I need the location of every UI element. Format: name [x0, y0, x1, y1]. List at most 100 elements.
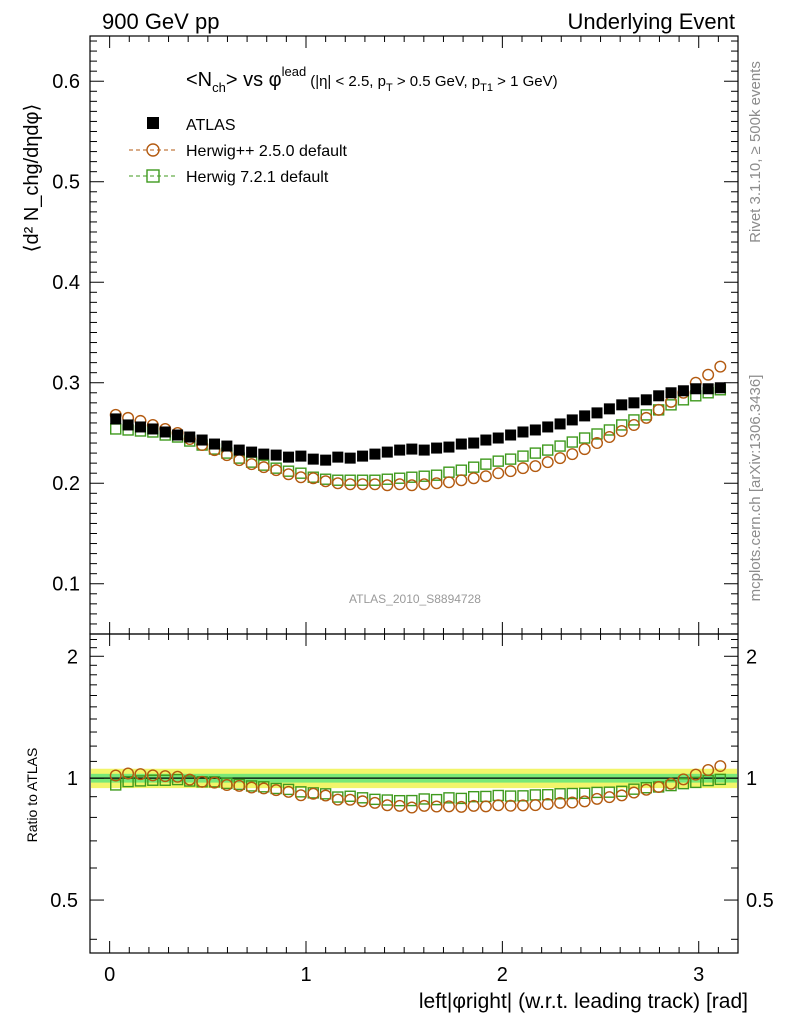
atlas-point — [172, 429, 184, 441]
legend-herwig7-label: Herwig 7.2.1 default — [186, 169, 329, 186]
herwigpp-point — [442, 476, 455, 489]
herwig7-ratio-point — [159, 774, 171, 786]
title-sub-ch: ch — [212, 80, 226, 95]
herwig7-ratio-point — [134, 775, 147, 787]
herwigpp-ratio-point — [245, 781, 258, 794]
herwigpp-ratio-point — [294, 789, 307, 802]
herwigpp-point — [714, 360, 727, 373]
herwigpp-point — [603, 431, 616, 444]
herwig7-ratio-point — [542, 789, 554, 801]
herwigpp-point — [294, 471, 307, 484]
herwigpp-ratio-point — [504, 799, 517, 812]
herwigpp-ratio-point — [615, 789, 628, 802]
herwig7-ratio-point — [566, 787, 578, 800]
herwig7-point — [504, 453, 517, 465]
herwigpp-point — [529, 460, 542, 473]
herwig7-ratio-point — [344, 790, 356, 802]
herwig7-point — [542, 444, 554, 456]
herwigpp-point — [319, 475, 332, 488]
atlas-point — [566, 414, 578, 426]
analysis-label: ATLAS_2010_S8894728 — [349, 592, 481, 606]
herwig7-ratio-point — [677, 777, 690, 790]
atlas-point — [554, 418, 566, 430]
atlas-point — [110, 413, 122, 425]
herwigpp-ratio-point — [442, 800, 455, 813]
atlas-point — [221, 440, 233, 452]
atlas-point — [208, 438, 220, 450]
atlas-point — [616, 399, 628, 411]
herwigpp-ratio-point — [282, 785, 295, 798]
rivet-version-label: Rivet 3.1.10, ≥ 500k events — [747, 61, 764, 243]
herwigpp-point — [455, 474, 468, 487]
herwig7-point — [578, 432, 591, 444]
atlas-point — [134, 421, 146, 433]
herwig7-ratio-point — [616, 785, 628, 797]
herwigpp-ratio-point — [405, 801, 418, 814]
herwig7-ratio-point — [356, 792, 369, 804]
atlas-point — [344, 452, 356, 464]
atlas-point — [603, 403, 615, 415]
herwigpp-ratio-point — [146, 769, 159, 782]
x-axis-label: left|φright| (w.r.t. leading track) [rad… — [419, 990, 748, 1013]
herwigpp-ratio-point — [356, 795, 369, 808]
y-tick-label: 0.2 — [52, 473, 80, 495]
atlas-point — [702, 383, 714, 395]
atlas-point — [665, 387, 677, 399]
ratio-tick-label-left: 0.5 — [50, 890, 78, 912]
atlas-point — [196, 434, 208, 446]
atlas-point — [591, 407, 603, 419]
title-vs: > vs φ — [226, 69, 282, 91]
legend: ATLAS Herwig++ 2.5.0 default Herwig 7.2.… — [129, 117, 348, 186]
herwig7-point — [406, 471, 418, 483]
atlas-point — [677, 385, 689, 397]
herwigpp-point — [418, 478, 431, 491]
herwig7-point — [603, 424, 616, 436]
herwigpp-point — [640, 411, 653, 424]
mcplots-label: mcplots.cern.ch [arXiv:1306.3436] — [747, 375, 764, 602]
herwig7-point — [517, 450, 529, 462]
herwig7-point — [554, 440, 566, 452]
herwig7-point — [356, 474, 369, 486]
atlas-point — [653, 390, 665, 402]
herwigpp-point — [356, 478, 369, 491]
ratio-y-axis-label: Ratio to ATLAS — [24, 748, 40, 843]
herwig7-ratio-point — [455, 792, 468, 805]
x-tick-label: 1 — [300, 964, 311, 986]
herwig7-point — [369, 474, 381, 486]
herwigpp-ratio-point — [393, 799, 406, 812]
herwigpp-ratio-point — [208, 776, 221, 789]
y-tick-label: 0.3 — [52, 373, 80, 395]
herwig7-ratio-point — [418, 793, 430, 805]
ratio-tick-label-left: 2 — [67, 646, 78, 668]
herwigpp-ratio-point — [714, 760, 727, 773]
herwigpp-ratio-point — [233, 779, 246, 792]
ratio-tick-label-left: 1 — [67, 768, 78, 790]
herwigpp-ratio-point — [554, 796, 567, 809]
atlas-point — [283, 451, 295, 463]
atlas-point — [184, 431, 196, 443]
herwig7-ratio-point — [147, 774, 159, 786]
herwigpp-ratio-point — [368, 796, 381, 809]
herwig7-ratio-point — [381, 794, 393, 806]
atlas-point — [529, 424, 541, 436]
atlas-point — [295, 450, 307, 462]
herwig7-point — [529, 447, 542, 459]
herwig7-ratio-point — [430, 793, 443, 806]
herwigpp-ratio-point — [307, 787, 320, 800]
y-tick-label: 0.5 — [52, 172, 80, 194]
herwig7-point — [295, 467, 307, 479]
herwig7-point — [393, 472, 406, 484]
atlas-point — [455, 438, 467, 450]
herwigpp-point — [307, 472, 320, 485]
herwigpp-ratio-point — [381, 799, 394, 812]
herwigpp-ratio-point — [430, 800, 443, 813]
main-axis-ticks: 0.1 0.2 0.3 0.4 0.5 0.6 — [52, 36, 739, 634]
herwig7-point — [492, 455, 504, 467]
header-left-label: 900 GeV pp — [102, 9, 219, 34]
herwigpp-ratio-point — [122, 767, 135, 780]
herwigpp-point — [492, 467, 505, 480]
atlas-point — [492, 432, 504, 444]
herwigpp-point — [591, 437, 604, 450]
herwigpp-point — [702, 368, 715, 381]
